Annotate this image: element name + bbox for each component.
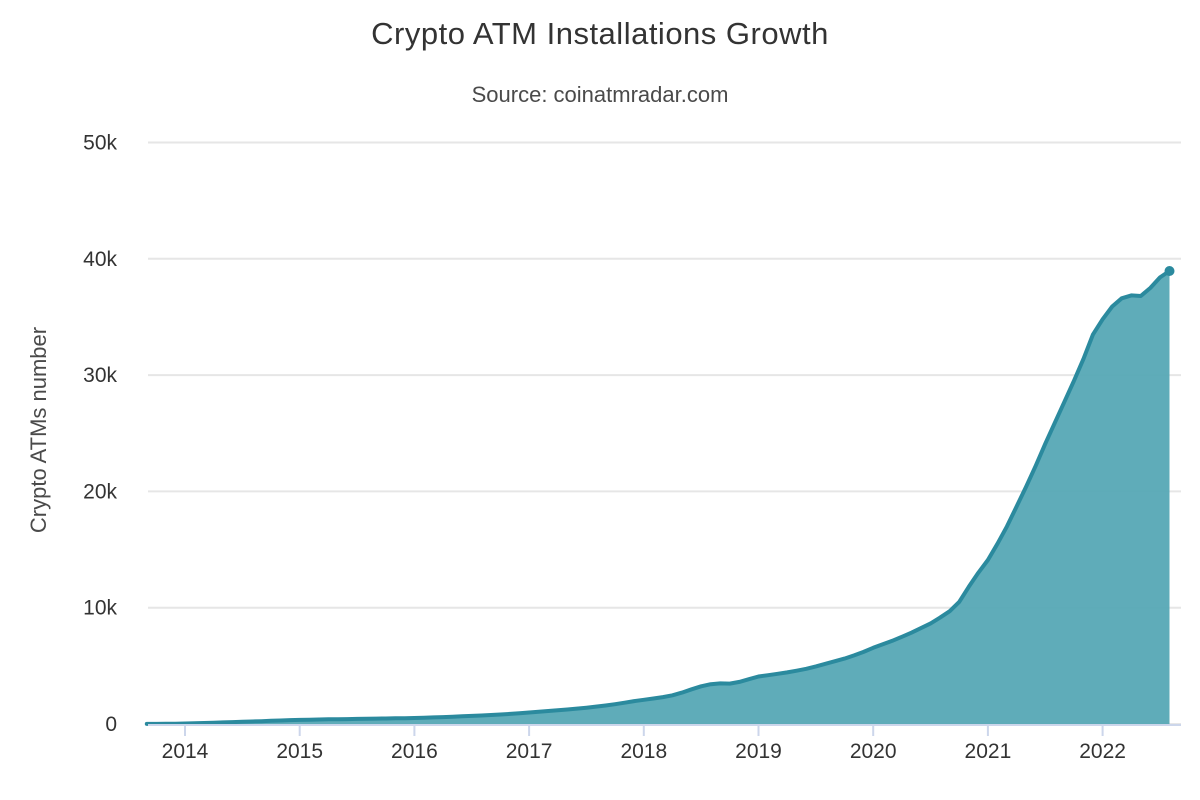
x-tick-label: 2022 [1079,740,1126,763]
x-tick-label: 2018 [620,740,667,763]
series-line [144,269,1172,726]
x-tick-label: 2021 [965,740,1012,763]
area-series [146,271,1170,724]
y-tick-label: 20k [83,480,117,503]
chart-title: Crypto ATM Installations Growth [371,16,829,51]
y-tick-label: 10k [83,597,117,620]
y-tick-label: 50k [83,132,117,155]
series-end-marker [1164,266,1175,277]
x-tick-label: 2016 [391,740,438,763]
x-tick-label: 2017 [506,740,553,763]
chart-subtitle: Source: coinatmradar.com [471,82,729,107]
y-axis-title: Crypto ATMs number [26,327,51,533]
y-tick-label: 30k [83,364,117,387]
x-tick-label: 2015 [276,740,323,763]
x-tick-label: 2020 [850,740,897,763]
x-tick-label: 2019 [735,740,782,763]
y-tick-label: 40k [83,248,117,271]
y-tick-label: 0 [105,713,117,736]
x-tick-label: 2014 [162,740,209,763]
